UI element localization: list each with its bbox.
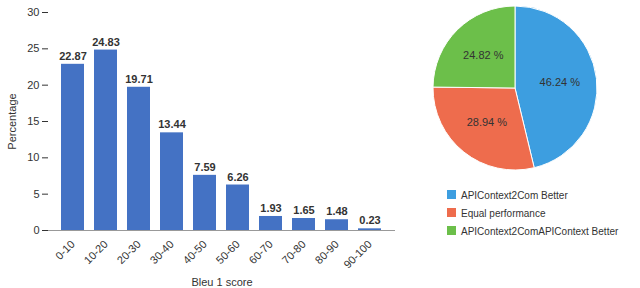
svg-text:Equal performance: Equal performance — [461, 208, 546, 219]
svg-text:0: 0 — [33, 224, 39, 236]
svg-text:0-10: 0-10 — [53, 238, 77, 262]
svg-text:1.65: 1.65 — [293, 204, 314, 216]
svg-text:20-30: 20-30 — [115, 238, 143, 266]
svg-text:6.26: 6.26 — [227, 171, 248, 183]
svg-text:90-100: 90-100 — [341, 238, 374, 271]
svg-text:13.44: 13.44 — [158, 118, 186, 130]
svg-text:0.23: 0.23 — [359, 214, 380, 226]
svg-text:46.24 %: 46.24 % — [540, 76, 581, 88]
svg-text:30: 30 — [27, 6, 39, 18]
svg-text:10: 10 — [27, 151, 39, 163]
svg-text:50-60: 50-60 — [214, 238, 242, 266]
svg-text:APIContext2Com Better: APIContext2Com Better — [461, 190, 568, 201]
svg-text:20: 20 — [27, 79, 39, 91]
svg-text:28.94 %: 28.94 % — [467, 116, 508, 128]
svg-text:60-70: 60-70 — [247, 238, 275, 266]
svg-text:5: 5 — [33, 188, 39, 200]
svg-text:19.71: 19.71 — [125, 73, 153, 85]
svg-text:80-90: 80-90 — [313, 238, 341, 266]
svg-text:40-50: 40-50 — [181, 238, 209, 266]
svg-text:15: 15 — [27, 115, 39, 127]
svg-text:70-80: 70-80 — [280, 238, 308, 266]
svg-text:Bleu 1 score: Bleu 1 score — [191, 276, 252, 288]
svg-text:24.82 %: 24.82 % — [463, 49, 504, 61]
svg-text:25: 25 — [27, 42, 39, 54]
svg-text:30-40: 30-40 — [148, 238, 176, 266]
svg-text:1.93: 1.93 — [260, 202, 281, 214]
svg-text:10-20: 10-20 — [82, 238, 110, 266]
svg-text:1.48: 1.48 — [326, 205, 347, 217]
svg-text:24.83: 24.83 — [92, 36, 120, 48]
svg-text:APIContext2ComAPIContext Bette: APIContext2ComAPIContext Better — [461, 226, 619, 237]
svg-text:7.59: 7.59 — [194, 161, 215, 173]
svg-text:Percentage: Percentage — [6, 93, 18, 149]
svg-text:22.87: 22.87 — [59, 50, 87, 62]
